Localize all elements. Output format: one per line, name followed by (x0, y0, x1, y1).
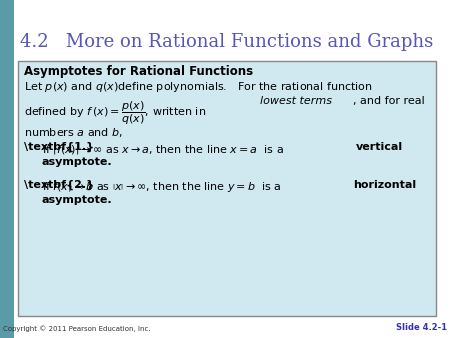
Text: Copyright © 2011 Pearson Education, Inc.: Copyright © 2011 Pearson Education, Inc. (3, 325, 151, 332)
Text: \textbf{1.}: \textbf{1.} (24, 142, 94, 152)
Text: lowest terms: lowest terms (260, 96, 332, 106)
FancyBboxPatch shape (18, 61, 436, 316)
Text: numbers $a$ and $b$,: numbers $a$ and $b$, (24, 126, 123, 139)
Text: If $f(x) \rightarrow b$ as $\left|x\right| \rightarrow \infty$, then the line $y: If $f(x) \rightarrow b$ as $\left|x\righ… (42, 180, 283, 194)
Text: asymptote.: asymptote. (42, 195, 112, 205)
Text: 4.2   More on Rational Functions and Graphs: 4.2 More on Rational Functions and Graph… (20, 33, 433, 51)
Text: \textbf{2.}: \textbf{2.} (24, 180, 94, 190)
Text: , and for real: , and for real (353, 96, 425, 106)
Text: horizontal: horizontal (353, 180, 416, 190)
Text: Slide 4.2-1: Slide 4.2-1 (396, 323, 447, 332)
Bar (0, 0, 14, 338)
Text: Asymptotes for Rational Functions: Asymptotes for Rational Functions (24, 65, 253, 78)
Text: vertical: vertical (356, 142, 403, 152)
Text: asymptote.: asymptote. (42, 157, 112, 167)
Text: Let $p(x)$ and $q(x)$define polynomials.   For the rational function: Let $p(x)$ and $q(x)$define polynomials.… (24, 80, 373, 94)
Text: If $\left|f(x)\right| \rightarrow \infty$ as $x \rightarrow a$, then the line $x: If $\left|f(x)\right| \rightarrow \infty… (42, 142, 285, 156)
Text: defined by $f\,(x) = \dfrac{p(x)}{q(x)}$, written in: defined by $f\,(x) = \dfrac{p(x)}{q(x)}$… (24, 100, 207, 127)
